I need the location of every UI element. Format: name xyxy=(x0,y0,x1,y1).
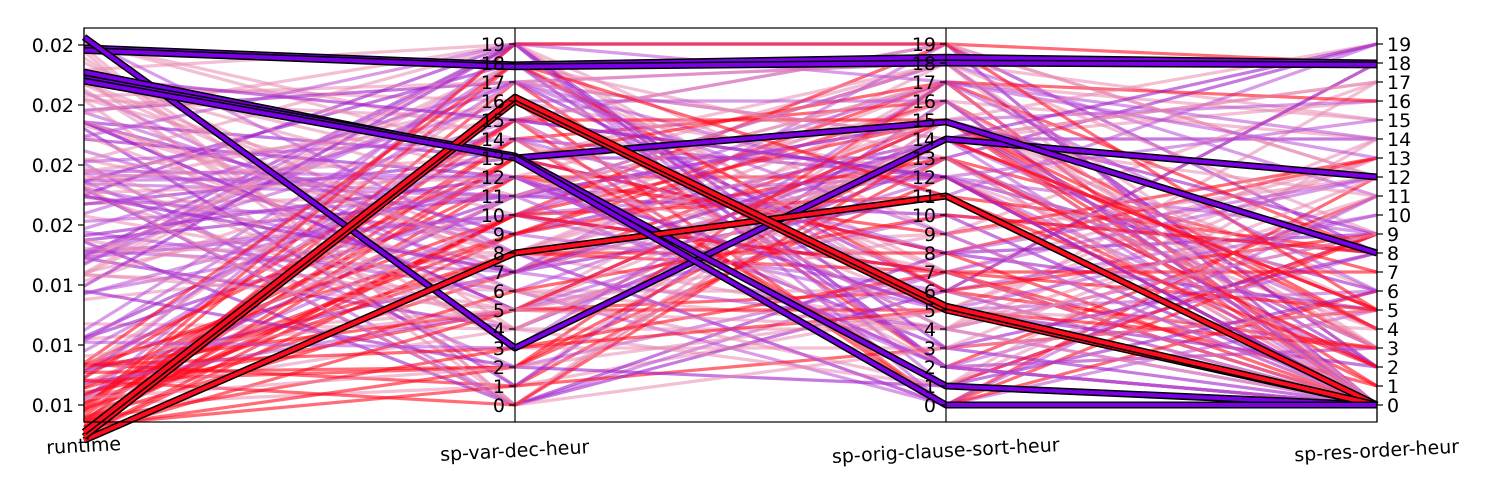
data-polyline xyxy=(83,308,1378,407)
highlighted-polyline xyxy=(82,95,1378,434)
tick-label: 17 xyxy=(1387,72,1411,94)
tick-label: 18 xyxy=(1387,53,1411,75)
tick-label: 6 xyxy=(1387,281,1399,303)
tick-label: 11 xyxy=(1387,186,1411,208)
axis-label: runtime xyxy=(46,433,122,459)
tick-label: 1 xyxy=(493,376,505,398)
data-polyline xyxy=(83,118,1378,407)
axis-label: sp-var-dec-heur xyxy=(440,436,590,466)
tick-label: 17 xyxy=(912,72,936,94)
tick-label: 14 xyxy=(481,129,505,151)
tick-label: 8 xyxy=(1387,243,1399,265)
tick-label: 13 xyxy=(1387,148,1411,170)
tick-label: 13 xyxy=(912,148,936,170)
tick-label: 2 xyxy=(1387,357,1399,379)
tick-label: 0.02 xyxy=(32,35,74,57)
data-polyline xyxy=(83,75,1378,407)
tick-label: 0.01 xyxy=(32,335,74,357)
tick-label: 0 xyxy=(493,395,505,417)
tick-label: 1 xyxy=(924,376,936,398)
tick-label: 17 xyxy=(481,72,505,94)
tick-label: 19 xyxy=(1387,34,1411,56)
tick-label: 3 xyxy=(493,338,505,360)
data-polyline xyxy=(83,61,1378,369)
tick-label: 5 xyxy=(1387,300,1399,322)
tick-label: 0.01 xyxy=(32,275,74,297)
tick-label: 9 xyxy=(1387,224,1399,246)
tick-label: 16 xyxy=(1387,91,1411,113)
tick-label: 11 xyxy=(912,186,936,208)
tick-label: 0.02 xyxy=(32,215,74,237)
tick-label: 0.02 xyxy=(32,155,74,177)
tick-label: 0.01 xyxy=(32,395,74,417)
tick-label: 5 xyxy=(924,300,936,322)
tick-label: 4 xyxy=(924,319,936,341)
data-polyline xyxy=(83,99,1378,407)
tick-label: 10 xyxy=(912,205,936,227)
tick-label: 10 xyxy=(481,205,505,227)
tick-label: 15 xyxy=(481,110,505,132)
tick-label: 1 xyxy=(1387,376,1399,398)
highlighted-polyline xyxy=(82,35,1378,350)
tick-label: 4 xyxy=(493,319,505,341)
tick-label: 6 xyxy=(493,281,505,303)
tick-label: 19 xyxy=(481,34,505,56)
tick-label: 7 xyxy=(924,262,936,284)
tick-label: 12 xyxy=(912,167,936,189)
highlighted-polyline xyxy=(83,194,1378,443)
tick-label: 7 xyxy=(1387,262,1399,284)
tick-label: 11 xyxy=(481,186,505,208)
tick-label: 2 xyxy=(924,357,936,379)
axis-label: sp-res-order-heur xyxy=(1294,436,1460,467)
polyline-layer xyxy=(82,38,1379,436)
tick-label: 0 xyxy=(924,395,936,417)
tick-label: 13 xyxy=(481,148,505,170)
tick-label: 16 xyxy=(481,91,505,113)
tick-label: 3 xyxy=(1387,338,1399,360)
tick-label: 10 xyxy=(1387,205,1411,227)
tick-label: 14 xyxy=(1387,129,1411,151)
tick-label: 9 xyxy=(924,224,936,246)
tick-label: 12 xyxy=(481,167,505,189)
tick-label: 6 xyxy=(924,281,936,303)
tick-label: 0 xyxy=(1387,395,1399,417)
tick-label: 18 xyxy=(481,53,505,75)
tick-label: 3 xyxy=(924,338,936,360)
tick-label: 19 xyxy=(912,34,936,56)
tick-label: 8 xyxy=(924,243,936,265)
tick-label: 2 xyxy=(493,357,505,379)
tick-label: 8 xyxy=(493,243,505,265)
tick-label: 15 xyxy=(912,110,936,132)
tick-label: 16 xyxy=(912,91,936,113)
data-polyline xyxy=(82,42,1378,409)
tick-label: 15 xyxy=(1387,110,1411,132)
tick-label: 4 xyxy=(1387,319,1399,341)
tick-label: 7 xyxy=(493,262,505,284)
tick-label: 5 xyxy=(493,300,505,322)
highlighted-polyline xyxy=(83,79,1377,407)
tick-label: 9 xyxy=(493,224,505,246)
highlighted-polyline-layer xyxy=(81,34,1379,444)
axis-label: sp-orig-clause-sort-heur xyxy=(831,434,1060,468)
data-polyline xyxy=(83,80,1378,407)
highlighted-polyline xyxy=(83,48,1378,69)
tick-label: 0.02 xyxy=(32,95,74,117)
tick-label: 14 xyxy=(912,129,936,151)
tick-label: 12 xyxy=(1387,167,1411,189)
tick-label: 18 xyxy=(912,53,936,75)
